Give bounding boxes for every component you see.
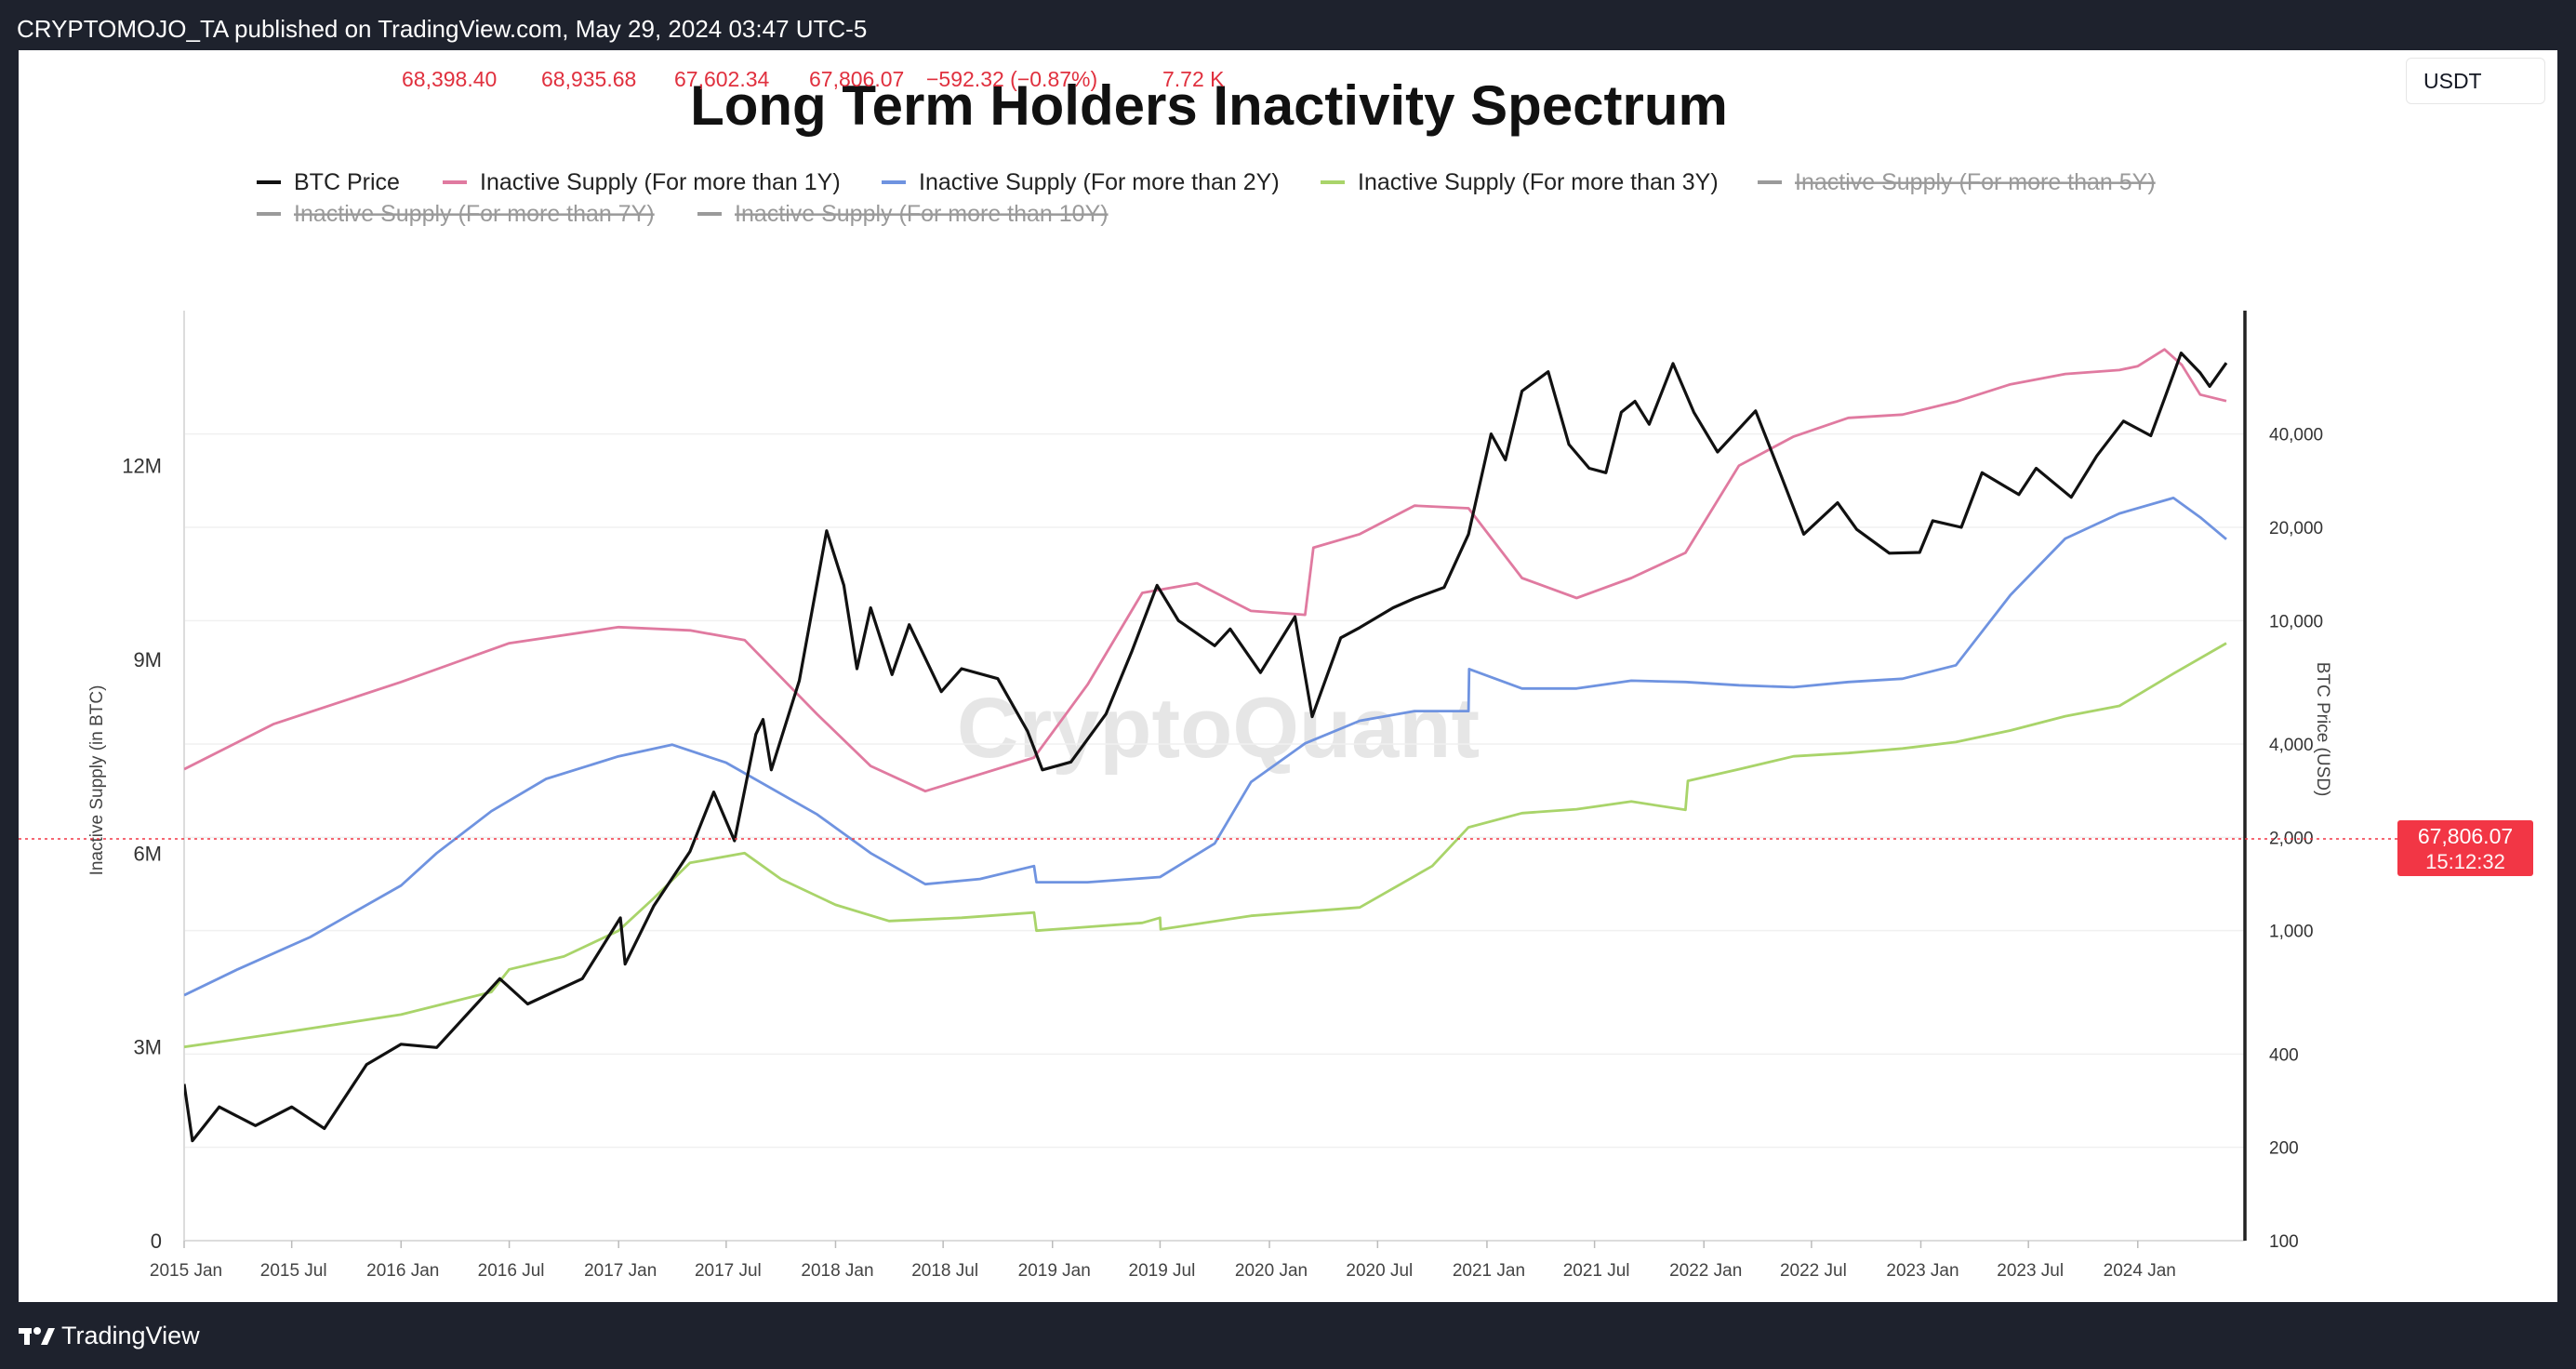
footer-brand[interactable]: TradingView [61, 1322, 200, 1349]
series-group [184, 348, 2228, 1143]
y-left-axis-title: Inactive Supply (in BTC) [87, 685, 107, 876]
x-tick-label: 2017 Jan [584, 1261, 657, 1281]
x-tick-label: 2021 Jul [1563, 1261, 1630, 1281]
y-left-tick-label: 9M [133, 648, 162, 671]
x-tick-label: 2016 Jul [478, 1261, 545, 1281]
y-right-tick-label: 20,000 [2269, 519, 2323, 538]
ohlc-open: 68,398.40 [402, 67, 498, 91]
x-tick-label: 2022 Jan [1669, 1261, 1742, 1281]
x-tick-label: 2022 Jul [1780, 1261, 1847, 1281]
x-tick-label: 2017 Jul [695, 1261, 762, 1281]
chart-svg[interactable]: CryptoQuant 03M6M9M12M1002004001,0002,00… [19, 50, 2557, 1302]
y-right-tick-label: 4,000 [2269, 736, 2314, 755]
y-left-tick-label: 6M [133, 842, 162, 865]
legend-label[interactable]: BTC Price [294, 169, 400, 195]
chart-title: Long Term Holders Inactivity Spectrum [690, 74, 1728, 137]
x-tick-label: 2016 Jan [366, 1261, 439, 1281]
x-tick-label: 2021 Jan [1453, 1261, 1525, 1281]
tradingview-logo-icon[interactable] [19, 1302, 56, 1369]
x-tick-label: 2015 Jul [260, 1261, 327, 1281]
x-tick-label: 2023 Jul [1997, 1261, 2064, 1281]
legend-label[interactable]: Inactive Supply (For more than 1Y) [480, 169, 841, 195]
series-line-inactive-2y [184, 497, 2227, 997]
ohlc-change: −592.32 (−0.87%) [926, 67, 1098, 91]
y-right-tick-label: 10,000 [2269, 612, 2323, 631]
y-right-tick-label: 1,000 [2269, 923, 2314, 942]
y-left-tick-label: 0 [151, 1229, 162, 1253]
y-left-tick-label: 12M [122, 455, 162, 478]
x-tick-label: 2020 Jan [1235, 1261, 1308, 1281]
footer-bar: TradingView [0, 1302, 2576, 1369]
x-tick-label: 2024 Jan [2104, 1261, 2176, 1281]
series-line-btc-price [184, 352, 2228, 1143]
ohlc-low: 67,602.34 [674, 67, 770, 91]
watermark: CryptoQuant [957, 681, 1480, 776]
y-left-tick-label: 3M [133, 1036, 162, 1059]
series-line-inactive-1y [184, 348, 2227, 793]
y-right-tick-label: 200 [2269, 1139, 2299, 1159]
legend-label[interactable]: Inactive Supply (For more than 10Y) [735, 201, 1109, 227]
series-line-inactive-3y [184, 642, 2227, 1049]
attribution-text: CRYPTOMOJO_TA published on TradingView.c… [17, 15, 868, 43]
grid [184, 432, 2245, 1242]
current-price-value: 67,806.07 [2417, 824, 2514, 848]
legend: BTC Price Inactive Supply (For more than … [257, 169, 2156, 227]
x-tick-label: 2019 Jul [1129, 1261, 1196, 1281]
attribution-bar: CRYPTOMOJO_TA published on TradingView.c… [0, 0, 2576, 50]
x-tick-label: 2018 Jul [911, 1261, 978, 1281]
legend-label[interactable]: Inactive Supply (For more than 5Y) [1795, 169, 2156, 195]
chart-panel[interactable]: CryptoQuant 0 3M 6M 9M 12M 100 200 400 1,000 2,00… [19, 50, 2557, 1302]
ohlc-high: 68,935.68 [541, 67, 637, 91]
currency-selector[interactable]: USDT [2406, 58, 2545, 104]
y-right-axis-title: BTC Price (USD) [2313, 662, 2332, 797]
y-right-tick-label: 100 [2269, 1232, 2299, 1252]
legend-label[interactable]: Inactive Supply (For more than 7Y) [294, 201, 655, 227]
x-tick-label: 2019 Jan [1018, 1261, 1091, 1281]
y-right-tick-label: 400 [2269, 1045, 2299, 1065]
ohlc-close: 67,806.07 [809, 67, 905, 91]
current-price-tag: 67,806.07 15:12:32 [2397, 820, 2533, 876]
x-tick-label: 2018 Jan [801, 1261, 873, 1281]
x-tick-label: 2020 Jul [1346, 1261, 1413, 1281]
x-tick-label: 2015 Jan [150, 1261, 222, 1281]
y-right-tick-label: 40,000 [2269, 426, 2323, 445]
axes: 03M6M9M12M1002004001,0002,0004,00010,000… [122, 311, 2323, 1281]
x-tick-label: 2023 Jan [1886, 1261, 1959, 1281]
legend-label[interactable]: Inactive Supply (For more than 3Y) [1358, 169, 1719, 195]
legend-label[interactable]: Inactive Supply (For more than 2Y) [919, 169, 1280, 195]
bar-countdown: 15:12:32 [2425, 850, 2505, 873]
ohlc-volume: 7.72 K [1162, 67, 1225, 91]
